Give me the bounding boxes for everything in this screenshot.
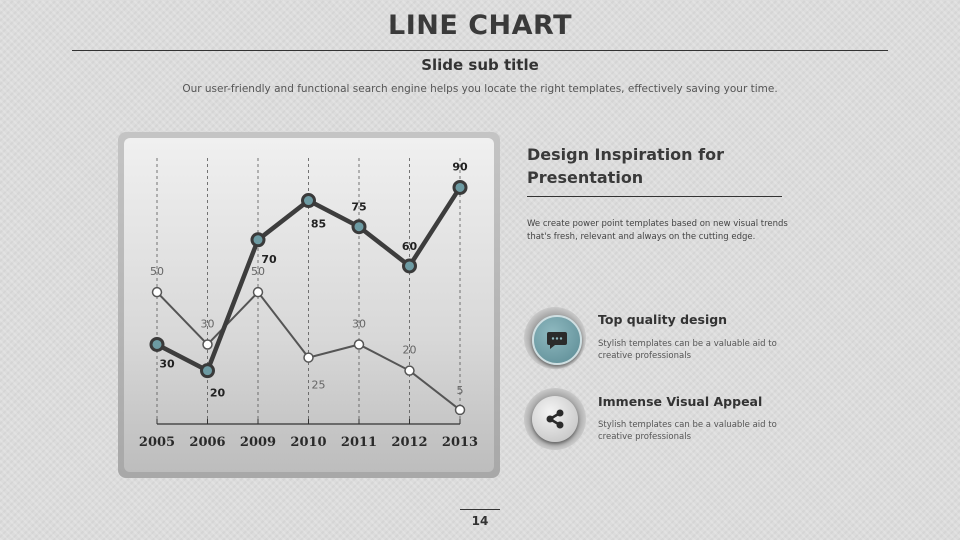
slide-description: Our user-friendly and functional search … — [182, 83, 778, 95]
feature-icon-badge — [524, 388, 586, 450]
feature-text: Stylish templates can be a valuable aid … — [598, 420, 777, 442]
series-2-data-label: 50 — [150, 265, 164, 278]
feature-icon-badge — [524, 307, 586, 369]
heading-divider — [527, 196, 782, 197]
series-2-point — [252, 286, 264, 298]
series-2-data-label: 50 — [251, 265, 265, 278]
share-icon — [532, 396, 578, 442]
series-2-data-label: 20 — [403, 344, 417, 357]
x-tick-label: 2012 — [391, 435, 427, 450]
series-2-point — [353, 339, 365, 350]
heading-line-1: Design Inspiration for — [527, 145, 724, 164]
series-1-point — [149, 336, 165, 352]
x-tick-label: 2005 — [139, 435, 175, 450]
series-1-point — [402, 258, 417, 274]
section-heading: Design Inspiration for Presentation — [527, 143, 724, 189]
series-2-point — [404, 365, 415, 376]
page-number: 14 — [471, 514, 489, 528]
series-1-point — [200, 363, 215, 379]
series-1-data-label: 20 — [210, 387, 226, 400]
series-2-data-label: 30 — [201, 317, 215, 330]
series-1-point — [351, 219, 367, 235]
series-1-data-label: 90 — [452, 160, 468, 173]
series-2-data-label: 5 — [457, 384, 464, 397]
series-2-point — [151, 286, 163, 298]
series-1-data-label: 70 — [261, 253, 277, 266]
x-tick-label: 2006 — [189, 435, 225, 450]
x-tick-label: 2010 — [290, 435, 326, 450]
feature-title: Top quality design — [598, 312, 728, 327]
feature-text: Stylish templates can be a valuable aid … — [598, 339, 777, 361]
series-1-point — [250, 232, 266, 248]
slide-subtitle: Slide sub title — [421, 56, 539, 74]
x-tick-label: 2013 — [442, 435, 478, 450]
series-1-point — [452, 179, 468, 195]
series-2-point — [202, 339, 213, 350]
slide-title: LINE CHART — [388, 10, 572, 41]
series-1-data-label: 60 — [402, 240, 418, 253]
series-2-point — [303, 352, 314, 363]
series-1-data-label: 75 — [351, 201, 366, 214]
series-1-point — [301, 193, 316, 209]
heading-line-2: Presentation — [527, 168, 644, 187]
x-tick-label: 2009 — [240, 435, 276, 450]
series-2-data-label: 30 — [352, 317, 366, 330]
series-2-data-label: 25 — [312, 379, 326, 392]
feature-title: Immense Visual Appeal — [598, 394, 763, 409]
x-tick-label: 2011 — [341, 435, 377, 450]
title-divider — [72, 50, 888, 51]
series-1-data-label: 85 — [311, 218, 326, 231]
section-text: We create power point templates based on… — [527, 219, 788, 242]
chat-bubble-icon — [532, 315, 582, 365]
page-number-divider — [460, 509, 500, 510]
series-1-data-label: 30 — [159, 357, 175, 370]
series-2-point — [454, 404, 466, 416]
